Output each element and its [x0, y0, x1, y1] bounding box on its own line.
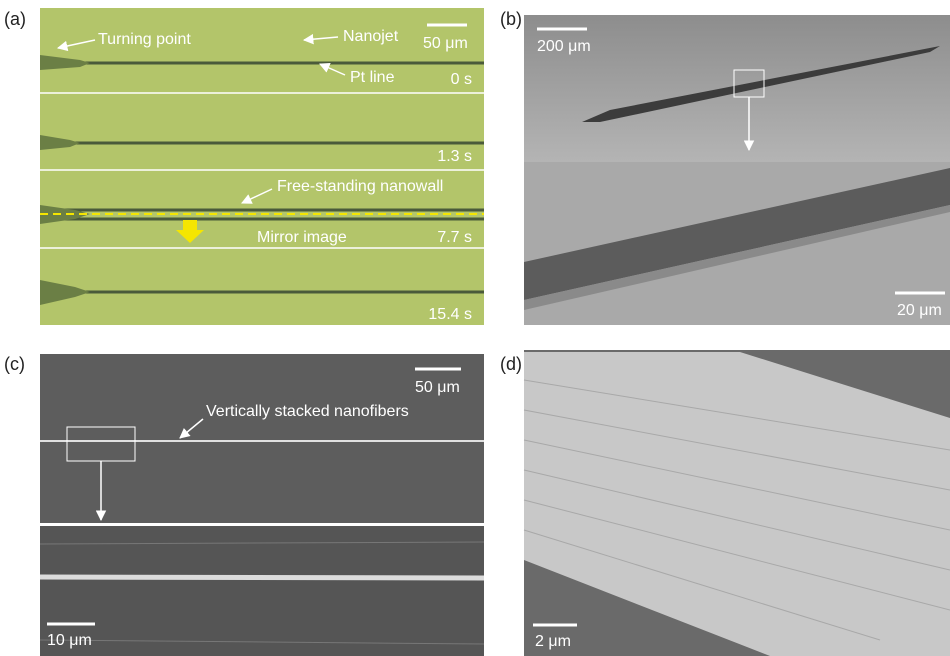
image	[40, 8, 484, 325]
time-label: 1.3 s	[437, 148, 472, 165]
panel-a: (a) 50 μm Turning point Nanojet Pt	[4, 8, 484, 325]
panel-label: (d)	[500, 354, 522, 374]
fiber	[40, 577, 484, 578]
scale-label: 10 μm	[47, 632, 92, 649]
annotation: Pt line	[350, 69, 395, 86]
image	[40, 526, 484, 656]
figure: (a) 50 μm Turning point Nanojet Pt	[0, 0, 950, 656]
scale-label: 2 μm	[535, 633, 571, 650]
scale-label: 200 μm	[537, 38, 591, 55]
annotation: Turning point	[98, 31, 191, 48]
panel-c: (c) 50 μm Vertically stacked nanofibers …	[4, 354, 484, 656]
scale-label: 50 μm	[423, 35, 468, 52]
panel-d: (d) 2 μm	[500, 350, 950, 656]
time-label: 15.4 s	[428, 306, 472, 323]
time-label: 0 s	[451, 71, 472, 88]
time-label: 7.7 s	[437, 229, 472, 246]
panel-label: (a)	[4, 9, 26, 29]
panel-label: (b)	[500, 9, 522, 29]
annotation: Free-standing nanowall	[277, 178, 443, 195]
annotation: Nanojet	[343, 28, 399, 45]
scale-label: 20 μm	[897, 302, 942, 319]
annotation: Vertically stacked nanofibers	[206, 403, 409, 420]
scale-label: 50 μm	[415, 379, 460, 396]
panel-label: (c)	[4, 354, 25, 374]
panel-b: (b) 200 μm 20 μm	[500, 9, 950, 325]
annotation: Mirror image	[257, 229, 347, 246]
